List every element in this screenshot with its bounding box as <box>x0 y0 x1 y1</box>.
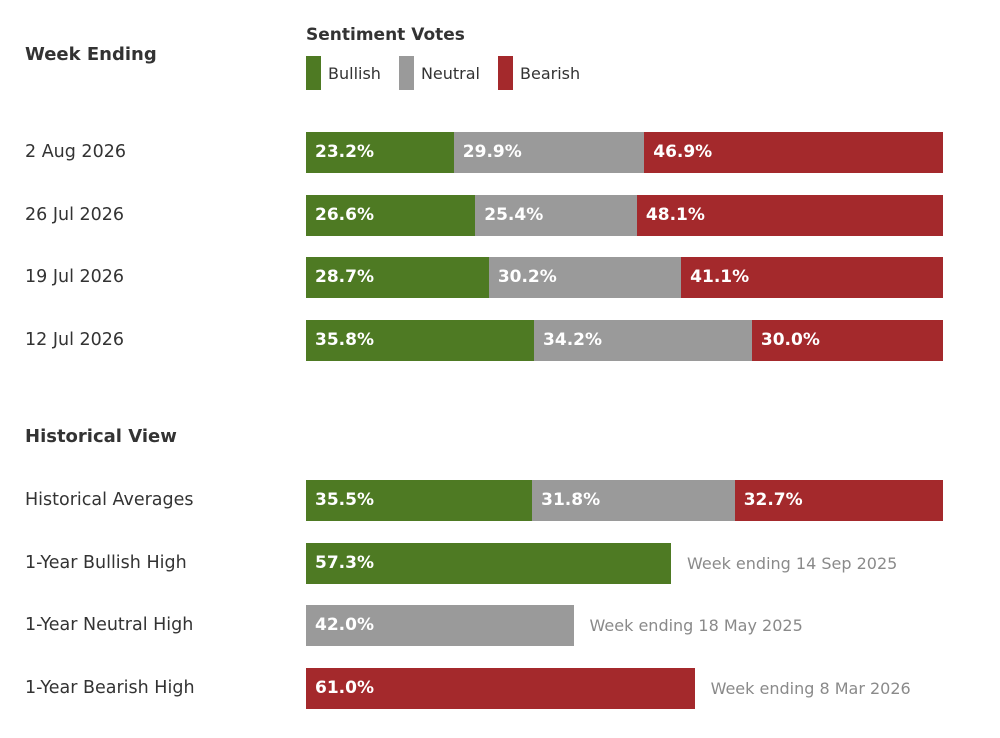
bar-segment-bearish: 32.7% <box>734 480 943 521</box>
historical-view-header: Historical View <box>25 426 177 447</box>
bar-segment-bearish: 41.1% <box>681 257 943 298</box>
bar-segment-bearish: 30.0% <box>751 320 943 361</box>
row-label-week: 2 Aug 2026 <box>25 142 126 162</box>
legend-item-bullish: Bullish <box>306 56 381 90</box>
bar-segment-bullish: 57.3% <box>306 543 671 584</box>
row-label-historical-averages: Historical Averages <box>25 490 194 510</box>
bar-segment-neutral: 25.4% <box>475 195 637 236</box>
bar-bullish-high: 57.3% <box>306 543 671 584</box>
stacked-bar-week: 35.8% 34.2% 30.0% <box>306 320 943 361</box>
row-label-week: 26 Jul 2026 <box>25 205 125 225</box>
row-label-week: 19 Jul 2026 <box>25 267 125 287</box>
legend-label-bearish: Bearish <box>520 63 581 83</box>
stacked-bar-week: 28.7% 30.2% 41.1% <box>306 257 943 298</box>
high-date-note: Week ending 18 May 2025 <box>589 616 803 635</box>
bar-segment-bearish: 46.9% <box>644 132 943 173</box>
row-label-bullish-high: 1-Year Bullish High <box>25 553 187 573</box>
bar-bearish-high: 61.0% <box>306 668 695 709</box>
legend: Bullish Neutral Bearish <box>306 56 598 90</box>
bar-segment-bullish: 35.8% <box>306 320 535 361</box>
row-label-bearish-high: 1-Year Bearish High <box>25 678 195 698</box>
bar-segment-neutral: 34.2% <box>534 320 752 361</box>
legend-swatch-bullish <box>306 56 321 90</box>
row-label-week: 12 Jul 2026 <box>25 330 125 350</box>
chart-title: Sentiment Votes <box>306 25 465 45</box>
stacked-bar-week: 23.2% 29.9% 46.9% <box>306 132 943 173</box>
bar-segment-neutral: 31.8% <box>532 480 735 521</box>
bar-segment-neutral: 30.2% <box>488 257 682 298</box>
legend-label-bullish: Bullish <box>328 63 381 83</box>
legend-label-neutral: Neutral <box>420 63 480 83</box>
legend-swatch-neutral <box>398 56 414 90</box>
bar-segment-bullish: 28.7% <box>306 257 489 298</box>
high-date-note: Week ending 8 Mar 2026 <box>710 679 911 698</box>
row-label-neutral-high: 1-Year Neutral High <box>25 615 194 635</box>
bar-segment-neutral: 29.9% <box>453 132 645 173</box>
bar-segment-neutral: 42.0% <box>306 605 574 646</box>
stacked-bar-week: 26.6% 25.4% 48.1% <box>306 195 943 236</box>
week-ending-header: Week Ending <box>25 44 157 65</box>
bar-segment-bullish: 23.2% <box>306 132 454 173</box>
legend-item-neutral: Neutral <box>398 56 480 90</box>
bar-segment-bullish: 35.5% <box>306 480 533 521</box>
high-date-note: Week ending 14 Sep 2025 <box>687 554 898 573</box>
bar-neutral-high: 42.0% <box>306 605 574 646</box>
bar-segment-bearish: 61.0% <box>306 668 695 709</box>
legend-swatch-bearish <box>498 56 513 90</box>
bar-segment-bullish: 26.6% <box>306 195 476 236</box>
legend-item-bearish: Bearish <box>498 56 580 90</box>
bar-segment-bearish: 48.1% <box>636 195 943 236</box>
stacked-bar-historical-averages: 35.5% 31.8% 32.7% <box>306 480 943 521</box>
